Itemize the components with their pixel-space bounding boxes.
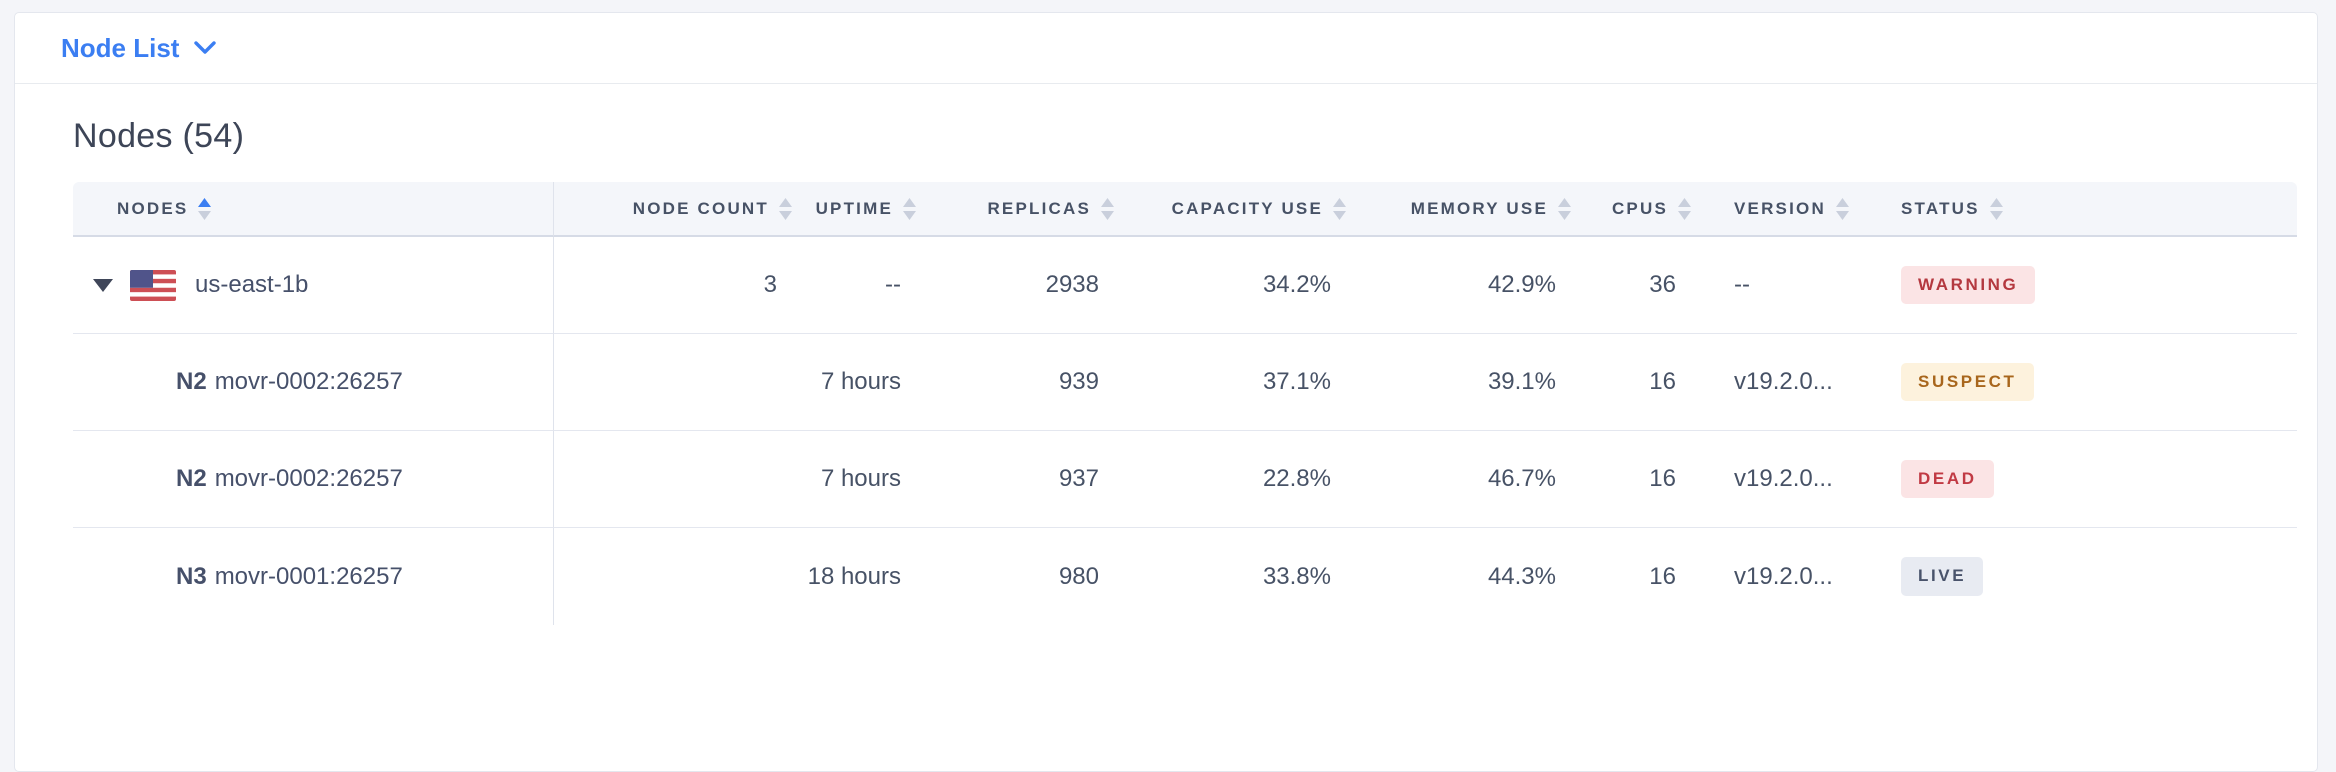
nodes-cell: N3 movr-0001:26257 — [73, 528, 554, 625]
node-id: N3 — [176, 562, 207, 590]
memory_use-cell: 46.7% — [1361, 431, 1586, 528]
node_count-cell — [554, 334, 807, 431]
status-cell: LIVE — [1879, 528, 2297, 625]
column-header-cpus[interactable]: CPUS — [1586, 182, 1706, 237]
region-name: us-east-1b — [195, 271, 309, 298]
node-row[interactable]: N2 movr-0002:26257 7 hours 939 37.1% 39.1… — [73, 334, 2297, 431]
memory_use-cell: 39.1% — [1361, 334, 1586, 431]
column-header-label: CAPACITY USE — [1171, 198, 1323, 218]
node-id: N2 — [176, 465, 207, 492]
version-cell: v19.2.0... — [1706, 431, 1879, 528]
version-cell: v19.2.0... — [1706, 528, 1879, 625]
node-row[interactable]: N3 movr-0001:26257 18 hours 980 33.8% 44.… — [73, 528, 2297, 625]
column-header-label: NODE COUNT — [632, 198, 769, 218]
column-header-memory_use[interactable]: MEMORY USE — [1361, 182, 1586, 237]
node-list-card: Node List Nodes (54) NODES NODE COUNT UP… — [14, 12, 2318, 772]
chevron-down-icon — [194, 41, 217, 54]
column-header-node_count[interactable]: NODE COUNT — [554, 182, 807, 237]
us-flag-icon — [130, 269, 176, 301]
replicas-cell: 2938 — [931, 237, 1129, 334]
sort-icon — [1558, 197, 1571, 220]
column-header-capacity_use[interactable]: CAPACITY USE — [1129, 182, 1361, 237]
cpus-cell: 16 — [1586, 528, 1706, 625]
node-address: movr-0001:26257 — [214, 562, 403, 590]
uptime-cell: 7 hours — [807, 431, 931, 528]
node-address: movr-0002:26257 — [214, 465, 403, 492]
column-header-label: VERSION — [1734, 198, 1826, 218]
sort-icon — [1989, 197, 2003, 220]
node-id: N2 — [176, 368, 207, 395]
status-badge: LIVE — [1901, 557, 1984, 596]
nodes-content: Nodes (54) NODES NODE COUNT UPTIME REPLI… — [15, 117, 2317, 625]
sort-icon — [1678, 197, 1691, 220]
nodes-cell: us-east-1b — [73, 237, 554, 334]
page-title: Nodes (54) — [73, 117, 245, 155]
sort-icon — [903, 197, 916, 220]
sort-icon — [1835, 197, 1849, 220]
cpus-cell: 16 — [1586, 431, 1706, 528]
table-header-row: NODES NODE COUNT UPTIME REPLICAS CAPACIT… — [73, 182, 2297, 237]
column-header-label: MEMORY USE — [1410, 198, 1548, 218]
view-topbar: Node List — [15, 13, 2317, 84]
status-cell: SUSPECT — [1879, 334, 2297, 431]
column-header-nodes[interactable]: NODES — [73, 182, 554, 237]
sort-icon — [779, 197, 792, 220]
column-header-uptime[interactable]: UPTIME — [807, 182, 931, 237]
version-cell: v19.2.0... — [1706, 334, 1879, 431]
column-header-status[interactable]: STATUS — [1879, 182, 2297, 237]
sort-icon — [198, 197, 212, 220]
status-badge: WARNING — [1901, 265, 2036, 305]
sort-icon — [1333, 197, 1346, 220]
column-header-label: REPLICAS — [987, 198, 1091, 218]
memory_use-cell: 44.3% — [1361, 528, 1586, 625]
cpus-cell: 16 — [1586, 334, 1706, 431]
nodes-cell: N2 movr-0002:26257 — [73, 431, 554, 528]
nodes-table: NODES NODE COUNT UPTIME REPLICAS CAPACIT… — [73, 182, 2297, 625]
cpus-cell: 36 — [1586, 237, 1706, 334]
status-badge: DEAD — [1901, 459, 1994, 499]
column-header-replicas[interactable]: REPLICAS — [931, 182, 1129, 237]
capacity_use-cell: 22.8% — [1129, 431, 1361, 528]
node_count-cell: 3 — [554, 237, 807, 334]
view-selector-label: Node List — [61, 32, 180, 63]
version-cell: -- — [1706, 237, 1879, 334]
locality-group-row[interactable]: us-east-1b 3 -- 2938 34.2% 42.9% 36 -- W… — [73, 237, 2297, 334]
column-header-label: NODES — [117, 198, 189, 218]
node-address: movr-0002:26257 — [214, 368, 403, 395]
nodes-cell: N2 movr-0002:26257 — [73, 334, 554, 431]
capacity_use-cell: 34.2% — [1129, 237, 1361, 334]
node-row[interactable]: N2 movr-0002:26257 7 hours 937 22.8% 46.7… — [73, 431, 2297, 528]
capacity_use-cell: 33.8% — [1129, 528, 1361, 625]
status-badge: SUSPECT — [1901, 362, 2034, 402]
column-header-label: STATUS — [1901, 198, 1980, 218]
status-cell: DEAD — [1879, 431, 2297, 528]
collapse-caret-icon[interactable] — [93, 278, 113, 292]
capacity_use-cell: 37.1% — [1129, 334, 1361, 431]
status-cell: WARNING — [1879, 237, 2297, 334]
column-header-version[interactable]: VERSION — [1706, 182, 1879, 237]
column-header-label: UPTIME — [815, 198, 893, 218]
uptime-cell: 7 hours — [807, 334, 931, 431]
replicas-cell: 939 — [931, 334, 1129, 431]
column-header-label: CPUS — [1611, 198, 1668, 218]
uptime-cell: 18 hours — [807, 528, 931, 625]
replicas-cell: 980 — [931, 528, 1129, 625]
sort-icon — [1101, 197, 1114, 220]
node_count-cell — [554, 431, 807, 528]
view-selector-dropdown[interactable]: Node List — [61, 32, 217, 64]
uptime-cell: -- — [807, 237, 931, 334]
memory_use-cell: 42.9% — [1361, 237, 1586, 334]
node_count-cell — [554, 528, 807, 625]
replicas-cell: 937 — [931, 431, 1129, 528]
